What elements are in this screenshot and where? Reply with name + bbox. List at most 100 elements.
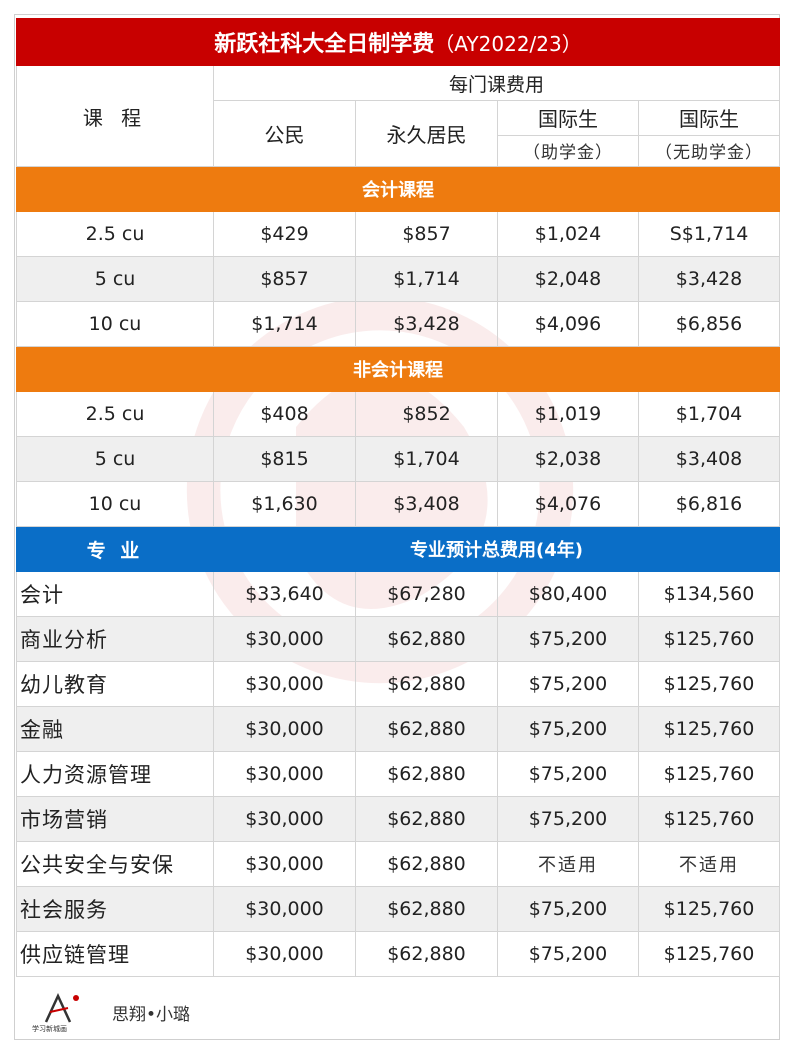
cell: $852	[355, 391, 498, 437]
cell: 2.5 cu	[16, 211, 214, 257]
cell: $75,200	[497, 706, 639, 752]
cell: 2.5 cu	[16, 391, 214, 437]
cell: $3,428	[637, 256, 781, 302]
cell: $62,880	[355, 661, 498, 707]
cell: $4,096	[497, 301, 639, 347]
cell: $2,048	[497, 256, 639, 302]
cell: $1,704	[355, 436, 498, 482]
cell: $3,408	[355, 481, 498, 527]
title-year: （AY2022/23）	[434, 32, 582, 56]
cell: $1,714	[213, 301, 356, 347]
logo-caption: 学习新城画	[32, 1025, 67, 1033]
cell: $125,760	[637, 931, 781, 977]
table-row: 10 cu $1,714 $3,428 $4,096 $6,856	[16, 301, 781, 347]
cell: $857	[355, 211, 498, 257]
cell: $62,880	[355, 616, 498, 662]
table-row: 5 cu $857 $1,714 $2,048 $3,428	[16, 256, 781, 302]
cell: $815	[213, 436, 356, 482]
table-row: 人力资源管理 $30,000 $62,880 $75,200 $125,760	[16, 751, 781, 797]
cell: $62,880	[355, 706, 498, 752]
cell: $62,880	[355, 796, 498, 842]
col-intl-noaid-sub: （无助学金）	[637, 134, 781, 168]
cell: $857	[213, 256, 356, 302]
cell: $125,760	[637, 886, 781, 932]
table-row: 5 cu $815 $1,704 $2,038 $3,408	[16, 436, 781, 482]
col-intl-aid-header: 国际生	[497, 100, 639, 136]
cell: $80,400	[497, 571, 639, 617]
signature: 思翔•小璐	[112, 1005, 191, 1025]
footer: 学习新城画 思翔•小璐	[30, 990, 330, 1034]
cell: $134,560	[637, 571, 781, 617]
cell: $1,019	[497, 391, 639, 437]
tuition-table: 新跃社科大全日制学费（AY2022/23） 课 程 每门课费用 公民 永久居民 …	[15, 18, 781, 977]
col-intl-aid-sub: （助学金）	[497, 134, 639, 168]
col-pr-header: 永久居民	[355, 100, 498, 167]
cell: $125,760	[637, 706, 781, 752]
cell-not-applicable: 不适用	[497, 841, 639, 887]
table-row: 金融 $30,000 $62,880 $75,200 $125,760	[16, 706, 781, 752]
cell: $429	[213, 211, 356, 257]
cell: $30,000	[213, 796, 356, 842]
cell: $75,200	[497, 616, 639, 662]
table-row: 会计 $33,640 $67,280 $80,400 $134,560	[16, 571, 781, 617]
cell: $2,038	[497, 436, 639, 482]
cell: $30,000	[213, 706, 356, 752]
col-intl-noaid-header: 国际生	[637, 100, 781, 136]
cell: $408	[213, 391, 356, 437]
cell: $30,000	[213, 616, 356, 662]
cell: 10 cu	[16, 481, 214, 527]
cell: 5 cu	[16, 256, 214, 302]
cell: $30,000	[213, 661, 356, 707]
major-name: 人力资源管理	[16, 751, 214, 797]
cell: $1,704	[637, 391, 781, 437]
course-header: 课 程	[16, 65, 214, 167]
cell: $62,880	[355, 841, 498, 887]
cell: $62,880	[355, 751, 498, 797]
section-accounting: 会计课程	[15, 166, 781, 212]
table-row: 2.5 cu $429 $857 $1,024 S$1,714	[16, 211, 781, 257]
cell: $75,200	[497, 931, 639, 977]
cell: $4,076	[497, 481, 639, 527]
section-non-accounting: 非会计课程	[15, 346, 781, 392]
col-citizen-header: 公民	[213, 100, 356, 167]
cell: $1,630	[213, 481, 356, 527]
major-name: 市场营销	[16, 796, 214, 842]
table-row: 供应链管理 $30,000 $62,880 $75,200 $125,760	[16, 931, 781, 977]
major-name: 会计	[16, 571, 214, 617]
logo-icon	[44, 993, 79, 1023]
table-row: 10 cu $1,630 $3,408 $4,076 $6,816	[16, 481, 781, 527]
cell: $3,408	[637, 436, 781, 482]
cell: $30,000	[213, 751, 356, 797]
cell: $125,760	[637, 796, 781, 842]
table-row: 社会服务 $30,000 $62,880 $75,200 $125,760	[16, 886, 781, 932]
cell: $30,000	[213, 931, 356, 977]
cell: $1,714	[355, 256, 498, 302]
major-name: 幼儿教育	[16, 661, 214, 707]
cell: $62,880	[355, 931, 498, 977]
major-name: 公共安全与安保	[16, 841, 214, 887]
cell: $6,856	[637, 301, 781, 347]
cell-not-applicable: 不适用	[637, 841, 781, 887]
major-name: 金融	[16, 706, 214, 752]
cell: $30,000	[213, 841, 356, 887]
table-row: 幼儿教育 $30,000 $62,880 $75,200 $125,760	[16, 661, 781, 707]
cell: $75,200	[497, 796, 639, 842]
title-main: 新跃社科大全日制学费	[214, 32, 435, 57]
cell: $75,200	[497, 751, 639, 797]
cell: $33,640	[213, 571, 356, 617]
cell: $125,760	[637, 751, 781, 797]
cell: $67,280	[355, 571, 498, 617]
cell: $62,880	[355, 886, 498, 932]
table-row: 市场营销 $30,000 $62,880 $75,200 $125,760	[16, 796, 781, 842]
cell: $1,024	[497, 211, 639, 257]
major-name: 商业分析	[16, 616, 214, 662]
section-majors-total: 专业预计总费用(4年)	[212, 526, 781, 572]
fee-group-header: 每门课费用	[212, 65, 781, 101]
cell: $6,816	[637, 481, 781, 527]
cell: $125,760	[637, 661, 781, 707]
table-row: 公共安全与安保 $30,000 $62,880 不适用 不适用	[16, 841, 781, 887]
major-name: 供应链管理	[16, 931, 214, 977]
table-title: 新跃社科大全日制学费（AY2022/23）	[15, 18, 781, 66]
major-name: 社会服务	[16, 886, 214, 932]
cell: $30,000	[213, 886, 356, 932]
